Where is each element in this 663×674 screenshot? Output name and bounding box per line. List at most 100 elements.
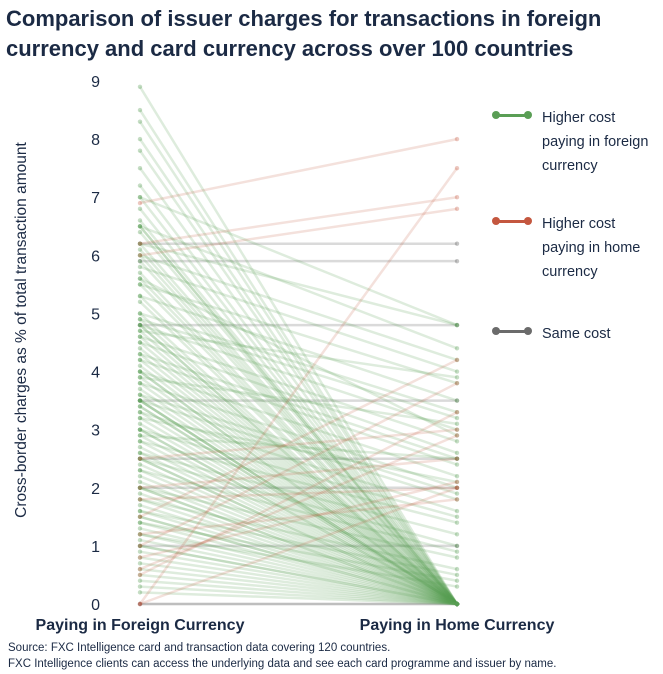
legend-dot-icon	[524, 217, 532, 225]
slope-point-higher-foreign	[137, 357, 143, 363]
slope-line-higher-foreign	[139, 515, 458, 606]
slope-line-higher-foreign	[139, 492, 458, 606]
slope-point-higher-foreign	[137, 119, 143, 124]
slope-point-same-cost	[137, 322, 143, 328]
slope-point-higher-foreign	[454, 601, 460, 607]
slope-line-higher-foreign	[139, 562, 458, 606]
slope-point-higher-foreign	[137, 317, 143, 322]
slope-line-higher-foreign	[139, 451, 458, 606]
slope-point-higher-foreign	[137, 183, 143, 188]
slope-point-higher-foreign	[137, 508, 143, 514]
slope-point-higher-foreign	[454, 601, 460, 607]
slope-line-higher-foreign	[139, 498, 458, 606]
slope-point-higher-foreign	[454, 601, 460, 607]
slope-line-higher-foreign	[139, 411, 458, 606]
slope-point-higher-foreign	[137, 195, 143, 200]
slope-line-higher-foreign	[139, 271, 458, 605]
slope-point-higher-foreign	[137, 369, 143, 374]
slope-point-higher-foreign	[454, 601, 460, 607]
slope-point-higher-foreign	[137, 322, 143, 328]
slope-point-higher-foreign	[454, 415, 460, 421]
slope-line-higher-foreign	[139, 318, 458, 420]
slope-point-higher-foreign	[454, 456, 460, 461]
slope-point-higher-foreign	[454, 601, 460, 607]
slope-line-higher-home	[139, 382, 458, 548]
slope-line-higher-foreign	[139, 451, 458, 536]
slope-point-same-cost	[137, 241, 143, 246]
slope-point-higher-foreign	[137, 549, 143, 554]
slope-point-higher-foreign	[137, 415, 143, 421]
slope-point-higher-foreign	[137, 351, 143, 357]
slope-line-higher-foreign	[138, 109, 459, 605]
slope-line-higher-foreign	[139, 382, 458, 606]
slope-line-higher-foreign	[139, 254, 458, 362]
series-higher-foreign	[137, 84, 460, 607]
slope-point-higher-foreign	[454, 508, 460, 514]
slope-point-higher-foreign	[454, 601, 460, 607]
slope-point-higher-home	[137, 532, 143, 537]
slope-point-higher-foreign	[137, 241, 143, 246]
slope-point-higher-foreign	[454, 601, 460, 607]
slope-point-higher-foreign	[137, 537, 143, 543]
slope-line-higher-foreign	[139, 515, 458, 606]
slope-point-higher-foreign	[454, 601, 460, 607]
slope-line-higher-foreign	[139, 242, 458, 605]
series-higher-home	[137, 136, 460, 607]
slope-point-higher-foreign	[454, 410, 460, 415]
y-tick-label: 4	[91, 365, 100, 382]
slope-line-higher-foreign	[139, 300, 458, 605]
slope-point-higher-foreign	[454, 601, 460, 607]
slope-line-higher-foreign	[139, 324, 458, 605]
slope-point-higher-foreign	[137, 392, 143, 397]
source-line-1: Source: FXC Intelligence card and transa…	[8, 642, 391, 654]
slope-line-higher-home	[139, 434, 458, 571]
slope-line-higher-foreign	[139, 405, 458, 606]
slope-point-higher-foreign	[137, 322, 143, 328]
slope-point-higher-foreign	[137, 369, 143, 374]
slope-line-higher-foreign	[139, 341, 458, 605]
slope-line-higher-foreign	[139, 184, 458, 605]
slope-point-higher-foreign	[454, 601, 460, 607]
slope-point-higher-foreign	[137, 439, 143, 444]
slope-line-higher-foreign	[139, 486, 458, 606]
slope-line-higher-foreign	[139, 312, 458, 605]
slope-point-higher-foreign	[137, 369, 143, 374]
slope-point-higher-foreign	[137, 520, 143, 525]
slope-point-higher-foreign	[137, 107, 143, 113]
slope-point-higher-foreign	[137, 148, 143, 153]
slope-point-higher-foreign	[137, 456, 143, 461]
slope-line-higher-foreign	[139, 225, 458, 350]
slope-point-higher-foreign	[454, 601, 460, 607]
slope-point-higher-foreign	[454, 514, 460, 520]
y-tick-label: 9	[91, 74, 100, 91]
slope-line-higher-foreign	[139, 364, 458, 605]
source-line-2: FXC Intelligence clients can access the …	[8, 658, 557, 670]
slope-point-higher-foreign	[137, 421, 143, 427]
slope-line-higher-foreign	[139, 376, 458, 426]
slope-point-same-cost	[454, 258, 460, 264]
slope-point-higher-foreign	[454, 601, 460, 607]
slope-point-higher-foreign	[137, 380, 143, 386]
slope-line-higher-foreign	[139, 486, 458, 606]
slope-point-higher-foreign	[137, 293, 143, 299]
slope-point-higher-foreign	[454, 572, 460, 578]
slope-point-higher-foreign	[454, 601, 460, 607]
slope-point-higher-foreign	[454, 601, 460, 607]
slope-line-higher-foreign	[139, 434, 458, 460]
slope-point-same-cost	[454, 322, 460, 328]
legend-dot-icon	[524, 327, 532, 335]
slope-point-higher-foreign	[454, 584, 460, 589]
y-tick-label: 5	[91, 306, 100, 323]
slope-point-higher-foreign	[137, 532, 143, 537]
slope-line-higher-foreign	[138, 167, 459, 605]
slope-point-higher-foreign	[137, 357, 143, 363]
slope-point-higher-foreign	[454, 601, 460, 607]
slope-line-higher-foreign	[139, 399, 458, 501]
slope-point-higher-foreign	[137, 375, 143, 380]
slope-point-higher-foreign	[137, 334, 143, 339]
slope-point-higher-foreign	[137, 526, 143, 531]
y-tick-label: 3	[91, 423, 100, 440]
legend-label: Same cost	[542, 326, 611, 342]
slope-point-higher-foreign	[137, 450, 143, 456]
slope-line-higher-home	[139, 480, 458, 559]
